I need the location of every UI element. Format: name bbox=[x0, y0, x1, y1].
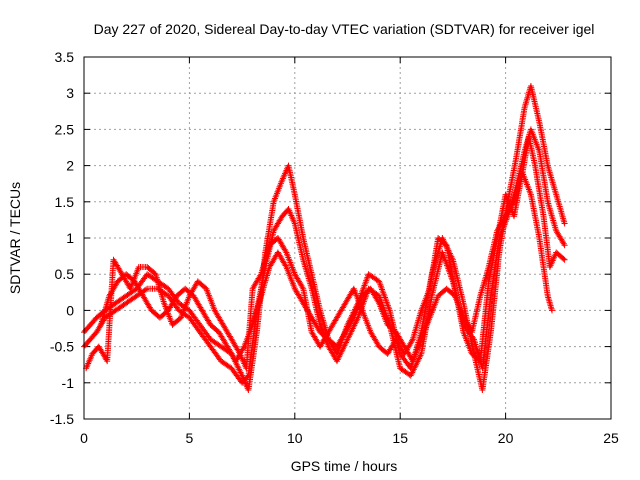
y-tick-label: -1.5 bbox=[50, 411, 74, 427]
y-tick-label: 1 bbox=[66, 230, 74, 246]
x-tick-label: 0 bbox=[80, 430, 88, 446]
series-track-d bbox=[97, 169, 555, 365]
y-tick-label: 2 bbox=[66, 158, 74, 174]
x-tick-label: 25 bbox=[603, 430, 619, 446]
x-axis-label: GPS time / hours bbox=[291, 458, 398, 474]
point-markers bbox=[83, 133, 568, 372]
x-tick-label: 15 bbox=[392, 430, 408, 446]
plot-frame bbox=[83, 56, 612, 420]
y-tick-label: -0.5 bbox=[50, 339, 74, 355]
y-tick-label: 0 bbox=[66, 302, 74, 318]
y-axis-label: SDTVAR / TECUs bbox=[7, 182, 23, 294]
y-tick-label: 3.5 bbox=[55, 49, 75, 65]
y-tick-label: 3 bbox=[66, 85, 74, 101]
y-tick-label: 1.5 bbox=[55, 194, 75, 210]
grid bbox=[84, 57, 611, 419]
y-tick-label: 2.5 bbox=[55, 121, 75, 137]
chart-title: Day 227 of 2020, Sidereal Day-to-day VTE… bbox=[94, 21, 595, 37]
series-track-c bbox=[83, 133, 568, 372]
y-tick-label: 0.5 bbox=[55, 266, 75, 282]
data-points bbox=[81, 83, 568, 393]
x-tick-label: 10 bbox=[287, 430, 303, 446]
y-tick-label: -1 bbox=[62, 375, 75, 391]
x-tick-label: 20 bbox=[498, 430, 514, 446]
x-tick-label: 5 bbox=[186, 430, 194, 446]
axis-ticks: -1.5 -1 -0.5 0 0.5 1 1.5 2 2.5 3 3.5 0 5 10 15 20 25 bbox=[50, 49, 619, 446]
point-markers bbox=[97, 169, 555, 365]
